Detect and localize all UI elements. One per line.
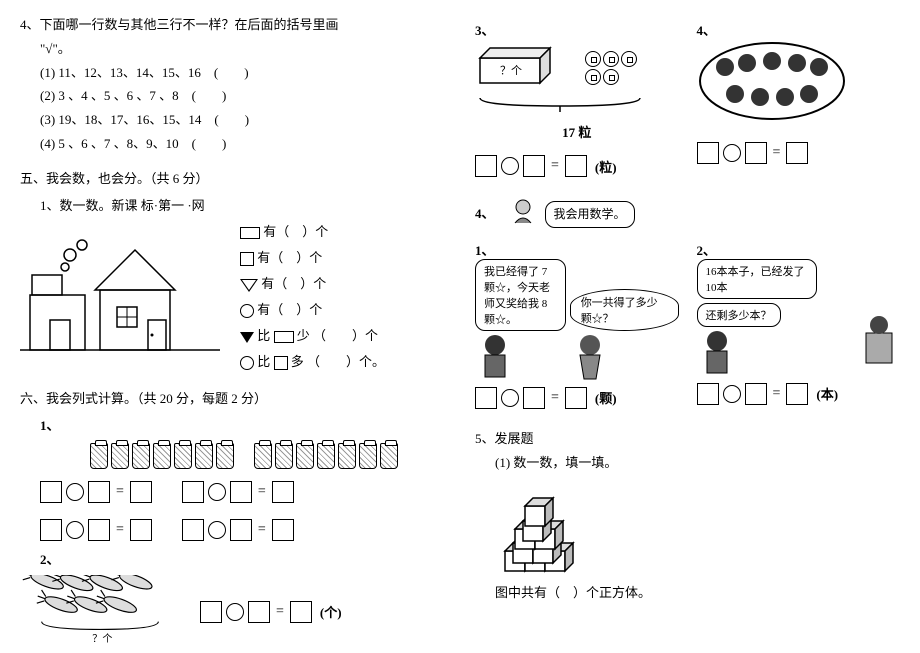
q4-row-3: (3) 19、18、17、16、15、14 ( ) [40,110,445,131]
p2-label: 2、 [40,550,439,571]
triangle-down-icon [240,332,254,343]
pp2-bubble2: 还剩多少本？ [697,303,781,327]
s4b-bubble: 我会用数学。 [545,201,635,228]
p3-label: 3、 [475,20,673,39]
circle-icon [240,304,254,318]
svg-text:？个: ？个 [92,633,112,645]
s5r-result: 图中共有（ ）个正方体。 [495,583,900,604]
count-text-4: 有（ ）个 [257,302,322,317]
coins-figure [585,51,641,85]
pp1-bubble2: 你一共得了多少颗☆？ [570,289,679,331]
house-scene-figure [20,225,220,355]
square-icon [240,252,254,266]
q4-row-1: (1) 11、12、13、14、15、16 ( ) [40,63,445,84]
jars-figure [90,443,445,469]
p3-unit: (粒) [595,157,617,176]
p3-equation: = (粒) [475,155,679,177]
count-text-2: 有（ ）个 [257,250,322,265]
svg-text:？个: ？个 [500,64,522,77]
pp2-equation: = (本) [697,383,901,405]
pp1-equation: = (颗) [475,387,679,409]
p1-equations: = = = = [40,475,445,547]
teacher-icon [509,197,537,232]
q4-mark-hint: "√"。 [40,39,445,60]
boy2-icon [697,327,857,377]
triangle-icon [240,279,258,292]
s5r-sub: (1) 数一数，填一填。 [495,453,900,474]
q4-row-2: (2) 3 、4 、5 、6 、7 、8 ( ) [40,86,445,107]
pp1-bubble1: 我已经得了 7 颗☆，今天老师又奖给我 8 颗☆。 [475,259,566,331]
p4-equation: = [697,142,901,164]
section5-title: 五、我会数，也会分。（共 6 分） [20,169,445,190]
pp2-label: 2、 [697,240,895,259]
pp2-bubble1: 16本本子，已经发了10本 [697,259,817,299]
pp2-unit: (本) [816,384,838,403]
p2-equation: = (个) [200,601,342,623]
count-text-3: 有（ ）个 [261,276,326,291]
s4b-label: 4、 [475,204,495,225]
s5-sub1: 1、数一数。新课 标·第一 ·网 [40,196,445,217]
p2-unit: (个) [320,602,342,621]
pp1-unit: (颗) [595,388,617,407]
compare-text-1: （ ）个 [313,328,378,343]
square-icon-2 [274,356,288,370]
shape-count-list: 有（ ）个 有（ ）个 有（ ）个 有（ ）个 比 少 （ ）个 比 多 （ ）… [240,219,385,375]
pp1-label: 1、 [475,240,673,259]
p1-label: 1、 [40,416,439,437]
books-icon [860,313,900,377]
circle-icon-2 [240,356,254,370]
q4-title: 4、下面哪一行数与其他三行不一样？在后面的括号里画 [20,15,445,36]
box-figure: ？个 [475,43,565,92]
rect-icon-2 [274,331,294,343]
p3-brace-label: 17 粒 [475,122,679,141]
p4-label: 4、 [697,20,895,39]
girl-icon [570,331,679,381]
q4-row-4: (4) 5 、6 、7 、8、9、10 ( ) [40,134,445,155]
section6-title: 六、我会列式计算。（共 20 分，每题 2 分） [20,389,445,410]
compare-text-2: （ ）个。 [307,354,385,369]
count-text-1: 有（ ）个 [263,224,328,239]
s5r-title: 5、发展题 [475,429,900,450]
brace-icon [475,96,645,118]
plate-figure [697,39,901,128]
cubes-figure [495,476,900,580]
boy-icon [475,331,566,381]
carrots-figure: ？个 [20,575,180,649]
rect-icon [240,227,260,239]
